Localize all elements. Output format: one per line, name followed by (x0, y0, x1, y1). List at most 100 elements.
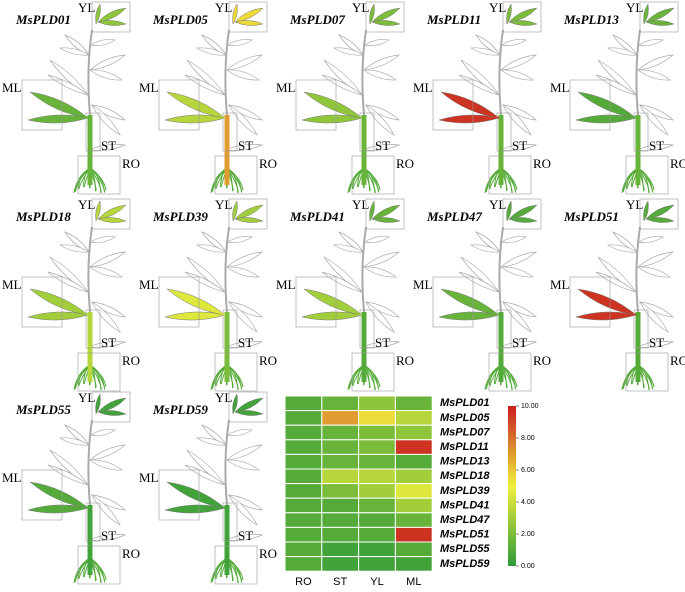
leaf-outline (226, 266, 260, 278)
heatmap-cell (358, 453, 396, 470)
region-label: ML (413, 277, 433, 292)
region-box (85, 112, 101, 152)
young-leaf (506, 3, 512, 25)
region-box (351, 155, 395, 195)
row-label: MsPLD41 (440, 499, 490, 511)
region-label: ST (101, 528, 116, 543)
heatmap-cell (358, 424, 396, 441)
region-label: YL (78, 390, 95, 405)
colorbar-tick-label: 10.00 (521, 403, 539, 410)
young-leaf (95, 3, 101, 25)
young-leaf (508, 20, 538, 26)
heatmap-cell (358, 497, 396, 514)
region-box (625, 352, 669, 392)
region-box (496, 309, 512, 349)
colorbar-tick-label: 8.00 (521, 435, 535, 442)
leaf-outline (365, 104, 395, 136)
region-box (21, 276, 63, 328)
leaf-outline (228, 301, 258, 333)
young-leaf (369, 3, 375, 25)
region-box (569, 79, 611, 131)
leaf-outline (225, 54, 264, 71)
heatmap-cell (284, 497, 323, 514)
heatmap-cell (321, 483, 360, 499)
region-label: ST (512, 138, 527, 153)
region-box (569, 276, 611, 328)
heatmap-cell (284, 483, 323, 499)
young-leaf (95, 200, 101, 222)
region-box (21, 469, 63, 521)
region-label: YL (215, 197, 232, 212)
upper-stem (224, 226, 230, 313)
region-label: ML (139, 277, 159, 292)
region-label: YL (626, 197, 643, 212)
region-label: YL (215, 0, 232, 15)
heatmap-cell (394, 468, 433, 485)
mature-leaf (438, 114, 500, 124)
row-label: MsPLD01 (440, 397, 490, 409)
leaf-outline (606, 47, 639, 56)
region-label: ML (276, 277, 296, 292)
region-box (365, 198, 405, 230)
leaf-outline (227, 236, 253, 243)
plant-panel: MsPLD01 YL ML ST RO (2, 0, 140, 195)
young-leaf (232, 200, 238, 222)
region-box (359, 112, 375, 152)
mature-stalk (607, 104, 637, 119)
young-leaf (232, 393, 238, 415)
leaf-outline (636, 54, 675, 71)
heatmap-cell (394, 424, 433, 441)
young-leaf (234, 20, 264, 26)
mature-leaf (438, 311, 500, 321)
region-label: ML (413, 80, 433, 95)
colorbar (508, 406, 516, 566)
row-label: MsPLD55 (440, 543, 490, 555)
region-box (21, 79, 63, 131)
heatmap-cell (284, 424, 323, 441)
region-box (158, 79, 200, 131)
upper-stem (635, 29, 641, 116)
mature-leaf (575, 311, 637, 321)
heatmap-cell (284, 541, 323, 558)
upper-stem (498, 226, 504, 313)
region-label: ST (375, 335, 390, 350)
plant-panel: MsPLD41 YL ML ST RO (276, 197, 414, 392)
leaf-outline (501, 236, 527, 243)
leaf-outline (502, 301, 532, 333)
leaf-outline (226, 459, 260, 471)
region-label: RO (396, 156, 414, 171)
leaf-outline (195, 244, 228, 253)
region-label: ST (649, 138, 664, 153)
heatmap-cell (358, 526, 396, 543)
region-box (222, 502, 238, 542)
region-label: ML (2, 470, 22, 485)
leaf-outline (90, 429, 116, 436)
leaf-outline (227, 39, 253, 46)
region-box (222, 309, 238, 349)
region-box (295, 276, 337, 328)
leaf-outline (606, 244, 639, 253)
leaf-outline (636, 251, 675, 268)
region-label: RO (259, 546, 277, 561)
region-label: ML (550, 277, 570, 292)
heatmap-cell (358, 395, 396, 412)
mature-leaf (27, 311, 89, 321)
young-leaf (645, 217, 675, 223)
mature-leaf (301, 114, 363, 124)
plant-panel: MsPLD11 YL ML ST RO (413, 0, 551, 195)
heatmap-cell (394, 395, 433, 412)
region-box (351, 352, 395, 392)
leaf-outline (332, 244, 365, 253)
young-leaf (97, 397, 127, 413)
mature-leaf (27, 114, 89, 124)
region-label: ST (238, 528, 253, 543)
heatmap-cell (358, 439, 396, 455)
leaf-outline (332, 47, 365, 56)
leaf-outline (469, 244, 502, 253)
leaf-outline (88, 251, 127, 268)
leaf-outline (88, 444, 127, 461)
region-label: RO (122, 546, 140, 561)
region-label: ML (2, 80, 22, 95)
leaf-outline (363, 69, 397, 81)
row-label: MsPLD18 (440, 470, 490, 482)
